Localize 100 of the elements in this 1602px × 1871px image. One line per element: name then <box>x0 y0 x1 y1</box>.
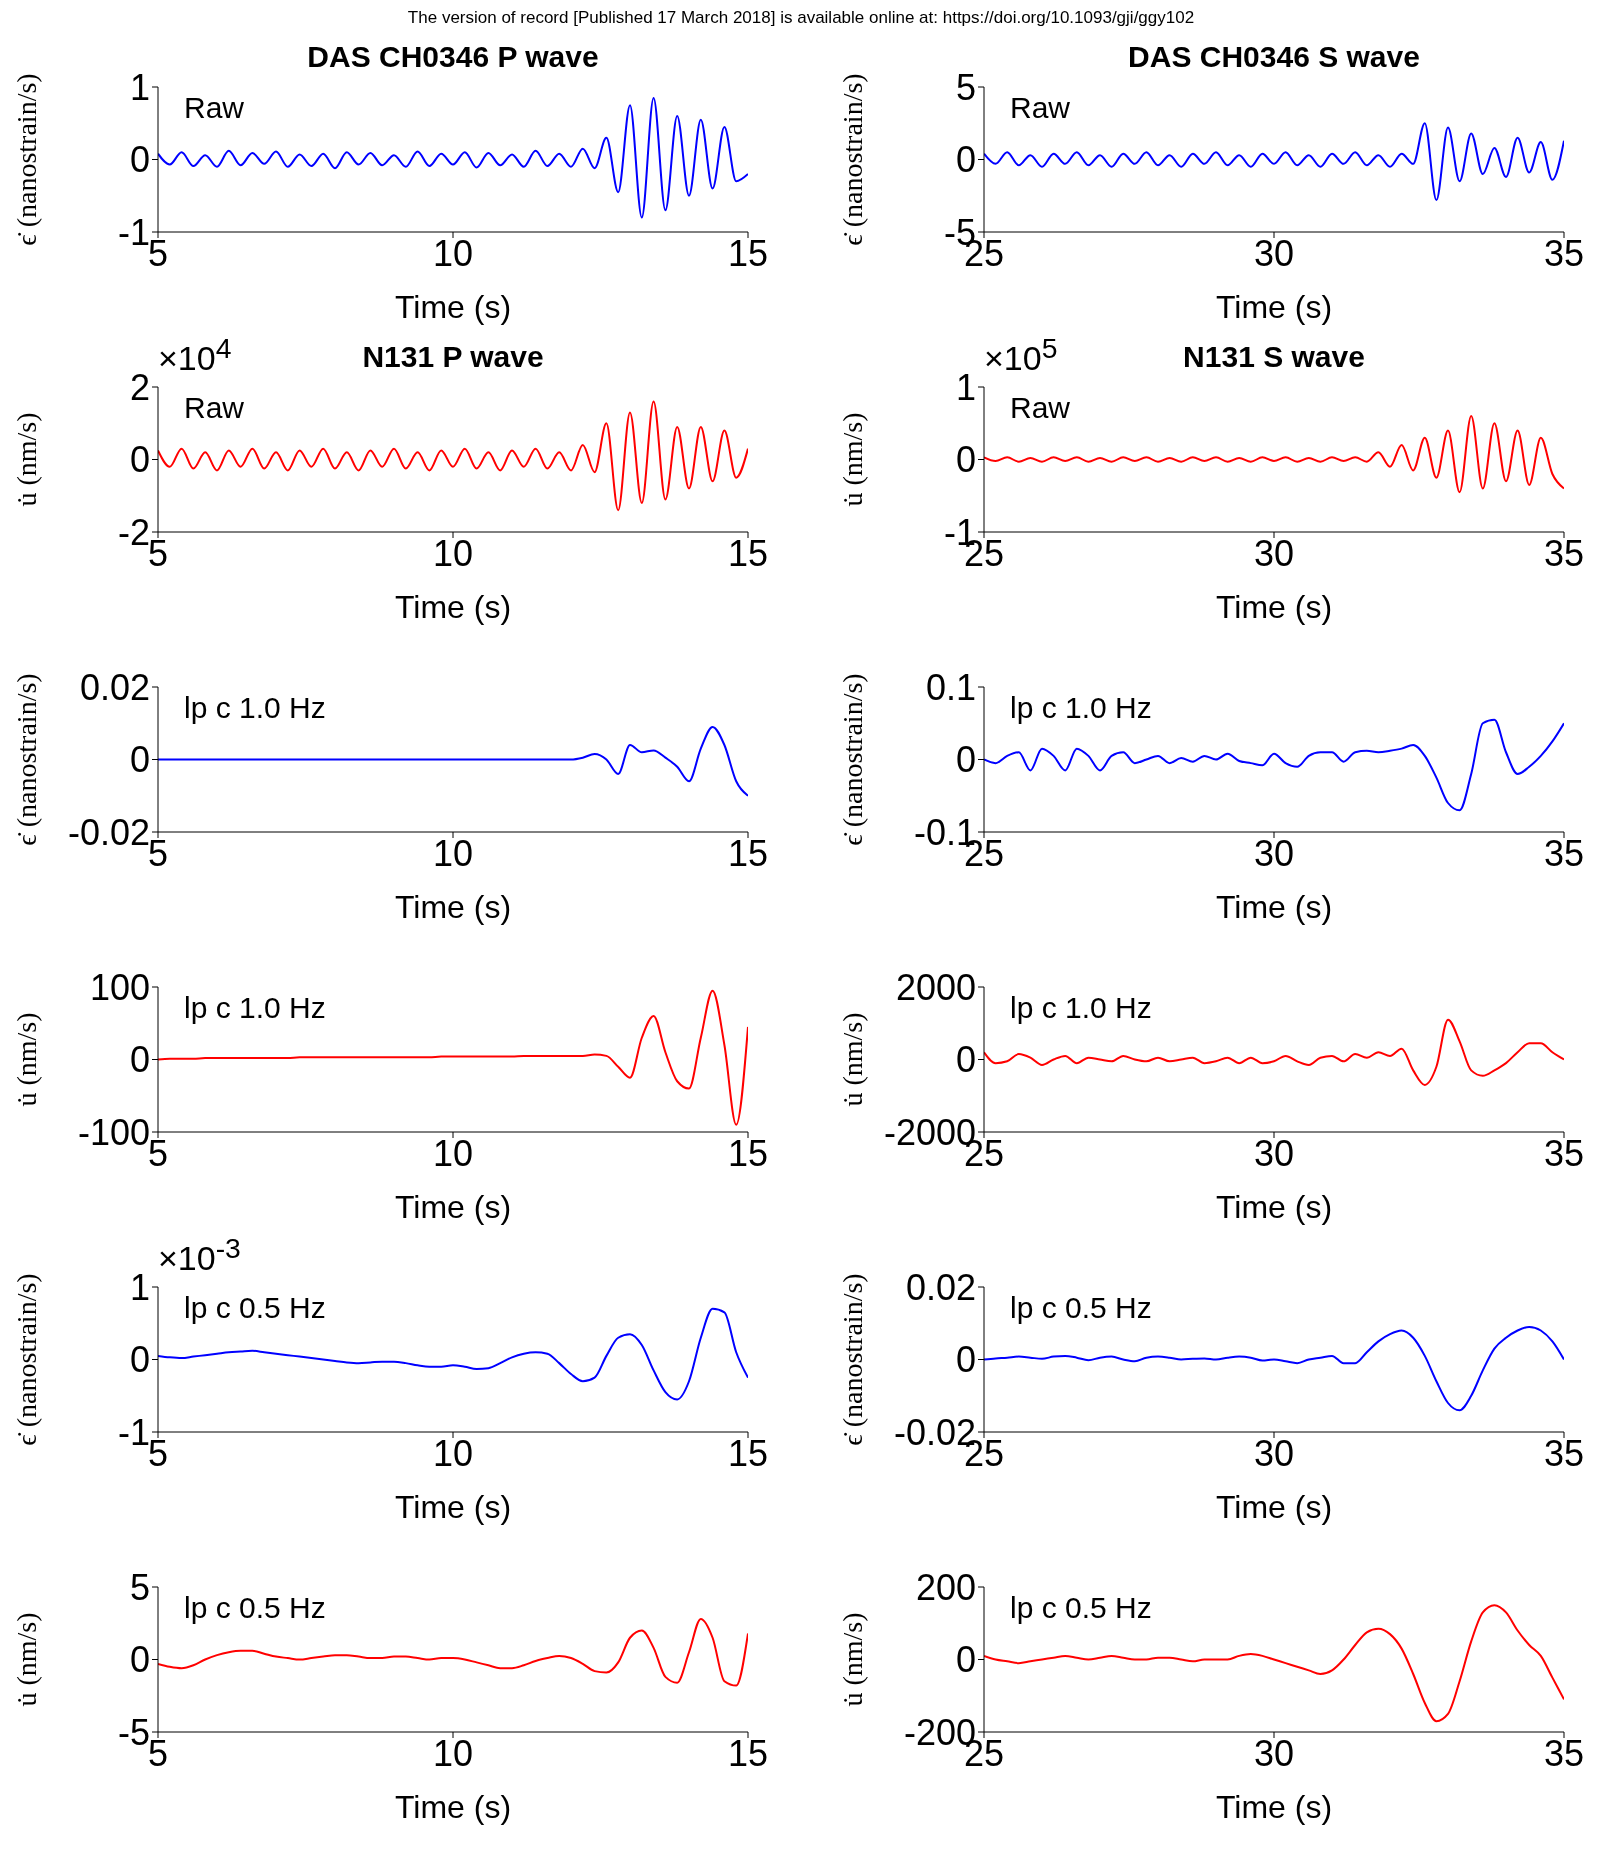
annotation: Raw <box>1010 91 1071 125</box>
y-tick-label: 0 <box>955 439 976 481</box>
text: ×10$^{4}$ <box>158 332 232 379</box>
y-axis-title: u̇ (nm/s) <box>10 1612 42 1707</box>
x-axis-title: Time (s) <box>1215 889 1333 925</box>
x-tick-label: 15 <box>727 1432 769 1474</box>
y-tick-label: 1 <box>955 366 976 408</box>
y-tick-label: 0 <box>955 1039 976 1081</box>
y-tick-label: -1 <box>117 211 150 253</box>
y-axis-title: ϵ̇ (nanostrain/s) <box>836 73 868 246</box>
y-tick-label: 0 <box>129 739 150 781</box>
x-axis-title: Time (s) <box>1215 589 1333 625</box>
x-tick-label: 35 <box>1543 1732 1585 1774</box>
annotation: Raw <box>184 91 245 125</box>
y-tick-label: 0.1 <box>925 666 976 708</box>
annotation: lp c 1.0 Hz <box>184 991 326 1025</box>
y-tick-label: 0 <box>129 1039 150 1081</box>
x-tick-label: 15 <box>727 532 769 574</box>
y-axis-title: u̇ (nm/s) <box>10 412 42 507</box>
text: The version of record [Published 17 March 2018] is available online at: https://doi.org/10.1093/gji/ggy102 <box>406 8 1196 28</box>
annotation: lp c 1.0 Hz <box>184 691 326 725</box>
x-tick-label: 35 <box>1543 532 1585 574</box>
x-axis-title: Time (s) <box>1215 1189 1333 1225</box>
chart-title: N131 P wave <box>362 340 544 373</box>
y-axis-title: ϵ̇ (nanostrain/s) <box>10 1273 42 1446</box>
line-series <box>158 725 748 797</box>
y-tick-label: 0 <box>955 1339 976 1381</box>
y-tick-label: 1 <box>129 66 150 108</box>
y-axis-title: u̇ (nm/s) <box>836 412 868 507</box>
x-axis-title: Time (s) <box>1215 1489 1333 1525</box>
chart-title: DAS CH0346 S wave <box>1127 40 1421 74</box>
y-tick-label: 0 <box>129 1639 150 1681</box>
line-series <box>984 1325 1564 1412</box>
x-tick-label: 30 <box>1253 232 1295 274</box>
y-tick-label: 0 <box>955 139 976 181</box>
x-axis-title: Time (s) <box>394 589 512 625</box>
x-tick-label: 35 <box>1543 232 1585 274</box>
annotation: lp c 0.5 Hz <box>184 1591 326 1625</box>
y-tick-label: 0 <box>955 739 976 781</box>
x-axis-title: Time (s) <box>394 1489 512 1525</box>
annotation: lp c 0.5 Hz <box>1010 1591 1152 1625</box>
y-axis-title: u̇ (nm/s) <box>836 1012 868 1107</box>
y-tick-label: 0 <box>129 139 150 181</box>
x-axis-title: Time (s) <box>394 1789 512 1825</box>
x-axis-title: Time (s) <box>394 289 512 325</box>
x-tick-label: 35 <box>1543 832 1585 874</box>
y-tick-label: 2000 <box>895 966 976 1008</box>
y-tick-label: 200 <box>915 1566 976 1608</box>
x-tick-label: 10 <box>432 1132 474 1174</box>
y-tick-label: -0.02 <box>67 811 150 853</box>
x-tick-label: 35 <box>1543 1132 1585 1174</box>
y-tick-label: 5 <box>129 1566 150 1608</box>
y-tick-label: 0.02 <box>905 1266 976 1308</box>
y-tick-label: -5 <box>117 1711 150 1753</box>
y-tick-label: 0 <box>955 1639 976 1681</box>
y-axis-title: ϵ̇ (nanostrain/s) <box>10 73 42 246</box>
line-series <box>158 96 748 219</box>
y-tick-label: -100 <box>77 1111 150 1153</box>
y-tick-label: 0 <box>129 439 150 481</box>
y-tick-label: 2 <box>129 366 150 408</box>
y-tick-label: 0.02 <box>79 666 150 708</box>
line-series <box>984 122 1564 202</box>
x-tick-label: 30 <box>1253 1732 1295 1774</box>
x-tick-label: 10 <box>432 1432 474 1474</box>
line-series <box>158 989 748 1126</box>
annotation: Raw <box>1010 391 1071 425</box>
x-axis-title: Time (s) <box>1215 1789 1333 1825</box>
chart-title: DAS CH0346 P wave <box>306 40 600 74</box>
text: ×10$^{-3}$ <box>158 1232 241 1279</box>
x-tick-label: 10 <box>432 232 474 274</box>
text: ×10$^{5}$ <box>984 332 1058 379</box>
x-axis-title: Time (s) <box>394 1189 512 1225</box>
x-tick-label: 15 <box>727 1732 769 1774</box>
x-tick-label: 35 <box>1543 1432 1585 1474</box>
line-series <box>158 400 748 512</box>
x-axis-title: Time (s) <box>1215 289 1333 325</box>
annotation: lp c 0.5 Hz <box>1010 1291 1152 1325</box>
y-axis-title: u̇ (nm/s) <box>836 1612 868 1707</box>
x-tick-label: 15 <box>727 232 769 274</box>
chart-title: N131 S wave <box>1183 340 1365 373</box>
x-tick-label: 30 <box>1253 832 1295 874</box>
x-tick-label: 30 <box>1253 532 1295 574</box>
x-tick-label: 10 <box>432 832 474 874</box>
y-axis-title: u̇ (nm/s) <box>10 1012 42 1107</box>
x-tick-label: 30 <box>1253 1432 1295 1474</box>
x-tick-label: 10 <box>432 1732 474 1774</box>
y-tick-label: -2 <box>117 511 150 553</box>
y-tick-label: 0 <box>129 1339 150 1381</box>
x-axis-title: Time (s) <box>394 889 512 925</box>
y-tick-label: 100 <box>89 966 150 1008</box>
annotation: lp c 1.0 Hz <box>1010 691 1152 725</box>
y-axis-title: ϵ̇ (nanostrain/s) <box>10 673 42 846</box>
y-axis-title: ϵ̇ (nanostrain/s) <box>836 673 868 846</box>
annotation: Raw <box>184 391 245 425</box>
annotation: lp c 0.5 Hz <box>184 1291 326 1325</box>
y-tick-label: 1 <box>129 1266 150 1308</box>
y-tick-label: -1 <box>117 1411 150 1453</box>
x-tick-label: 10 <box>432 532 474 574</box>
x-tick-label: 15 <box>727 832 769 874</box>
x-tick-label: 30 <box>1253 1132 1295 1174</box>
